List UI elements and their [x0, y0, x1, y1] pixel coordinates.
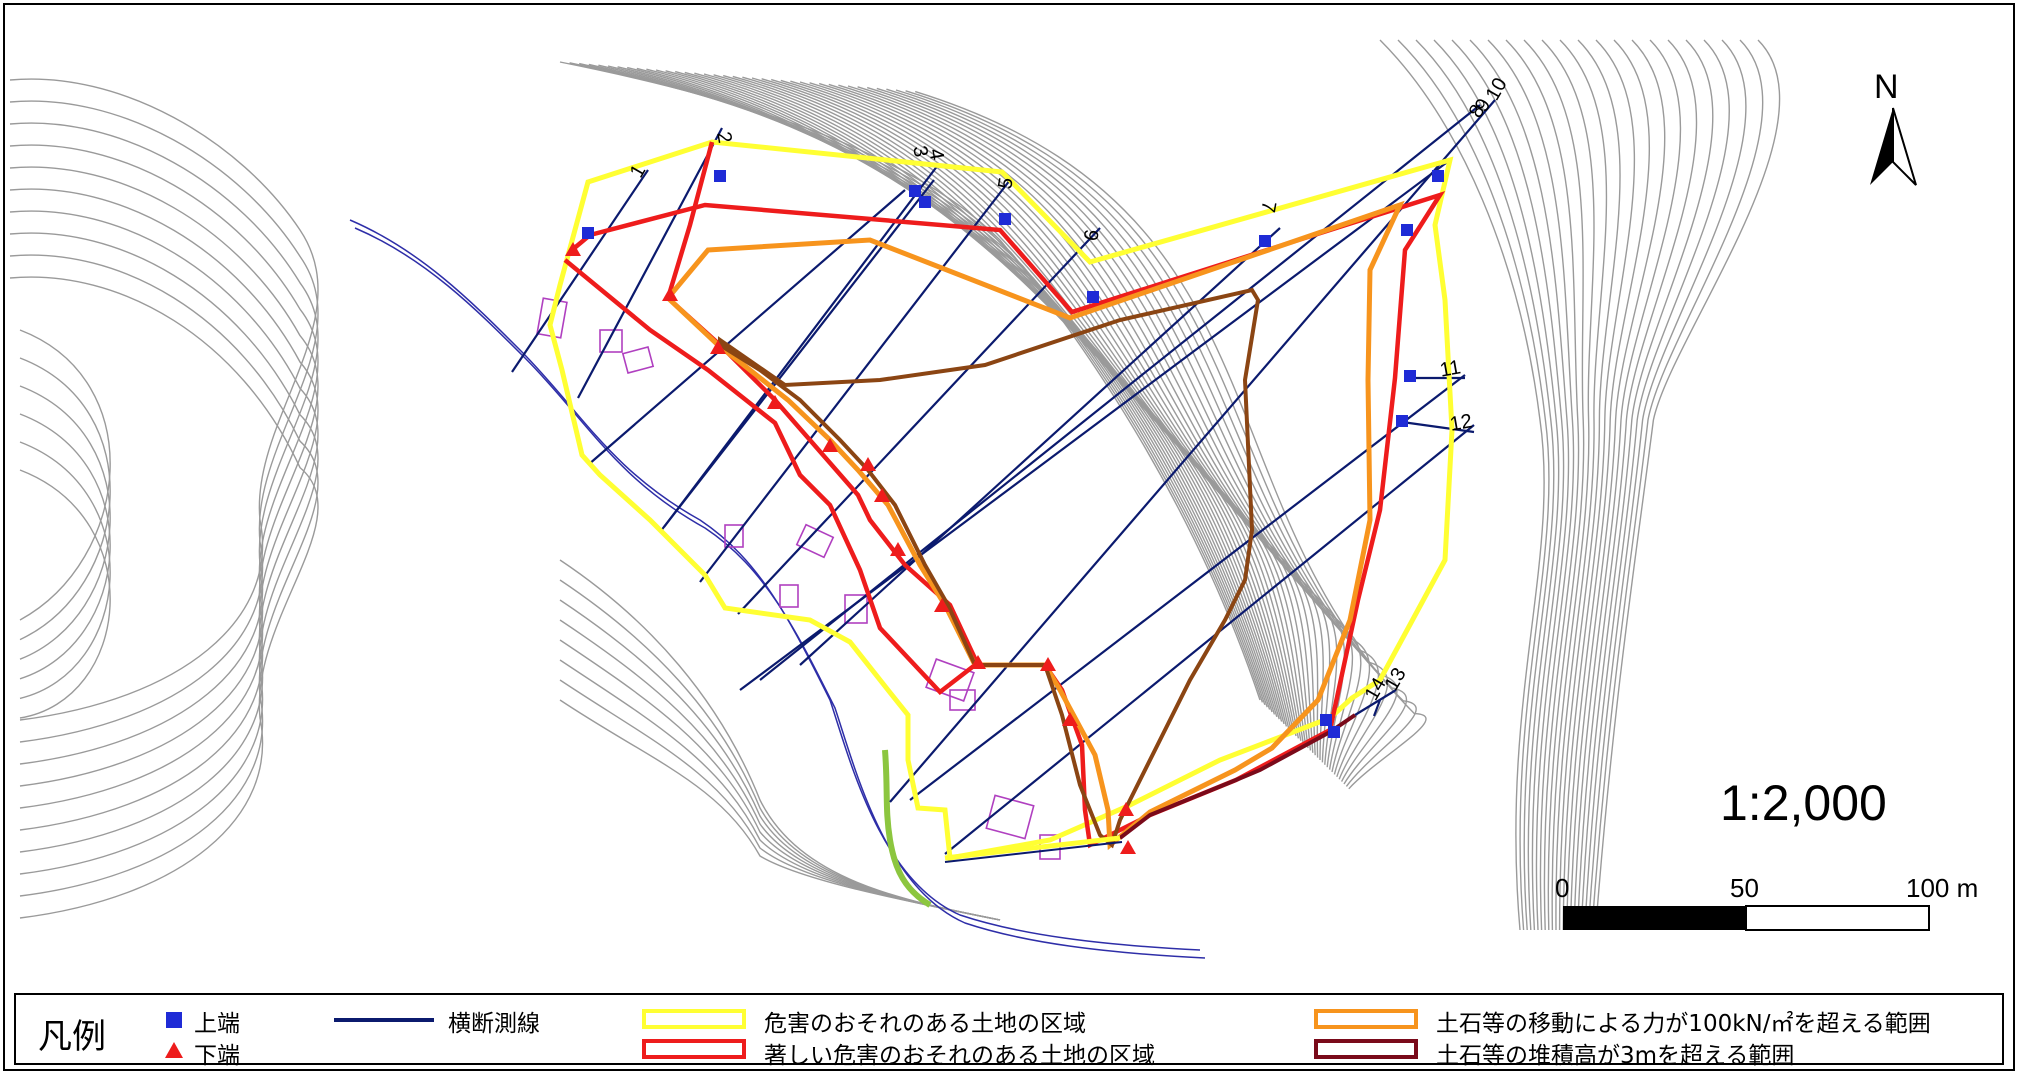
deposit-zone-boundary [718, 287, 1261, 849]
scale-ratio: 1:2,000 [1720, 775, 1887, 831]
legend-force-zone: 土石等の移動による力が100kN/㎡を超える範囲 [1436, 1011, 1931, 1037]
legend-lower-end: 下端 [194, 1043, 240, 1069]
severe-zone-inner [665, 141, 981, 666]
danger-zone-bottom [944, 835, 1121, 861]
section-label-12: 12 [1448, 410, 1474, 436]
lower-end-markers [565, 242, 1136, 854]
contour-lines [9, 39, 1781, 931]
green-band [882, 749, 932, 908]
lower-end-triangle-icon [165, 1042, 183, 1058]
map-frame [3, 3, 2015, 1071]
north-arrow-icon [1870, 107, 1917, 186]
danger-zone-boundary [547, 139, 1455, 861]
legend-title: 凡例 [38, 1017, 106, 1057]
severe-zone-swatch [642, 1039, 746, 1059]
danger-zone-swatch [642, 1009, 746, 1029]
scale-bar [1563, 905, 1930, 931]
north-label: N [1874, 68, 1899, 106]
legend-upper-end: 上端 [194, 1011, 240, 1037]
scale-tick-0: 0 [1555, 873, 1570, 903]
transect-bottom [944, 841, 1123, 863]
deposit-zone-swatch [1314, 1039, 1418, 1059]
scale-tick-100: 100 m [1906, 873, 1979, 903]
legend-danger-zone: 危害のおそれのある土地の区域 [764, 1011, 1086, 1037]
legend-severe-zone: 著しい危害のおそれのある土地の区域 [764, 1043, 1155, 1069]
upper-end-markers [582, 170, 1444, 738]
legend: 凡例 上端 下端 横断測線 危害のおそれのある土地の区域 著しい危害のおそれのあ… [14, 993, 2004, 1069]
legend-transect: 横断測線 [448, 1011, 540, 1037]
transect-line-icon [334, 1018, 434, 1022]
upper-end-square-icon [166, 1012, 182, 1028]
force-zone-swatch [1314, 1009, 1418, 1029]
section-label-11: 11 [1438, 356, 1463, 382]
force-zone-boundary [664, 200, 1405, 851]
legend-deposit-zone: 土石等の堆積高が3mを超える範囲 [1436, 1043, 1795, 1069]
scale-tick-50: 50 [1730, 873, 1759, 903]
